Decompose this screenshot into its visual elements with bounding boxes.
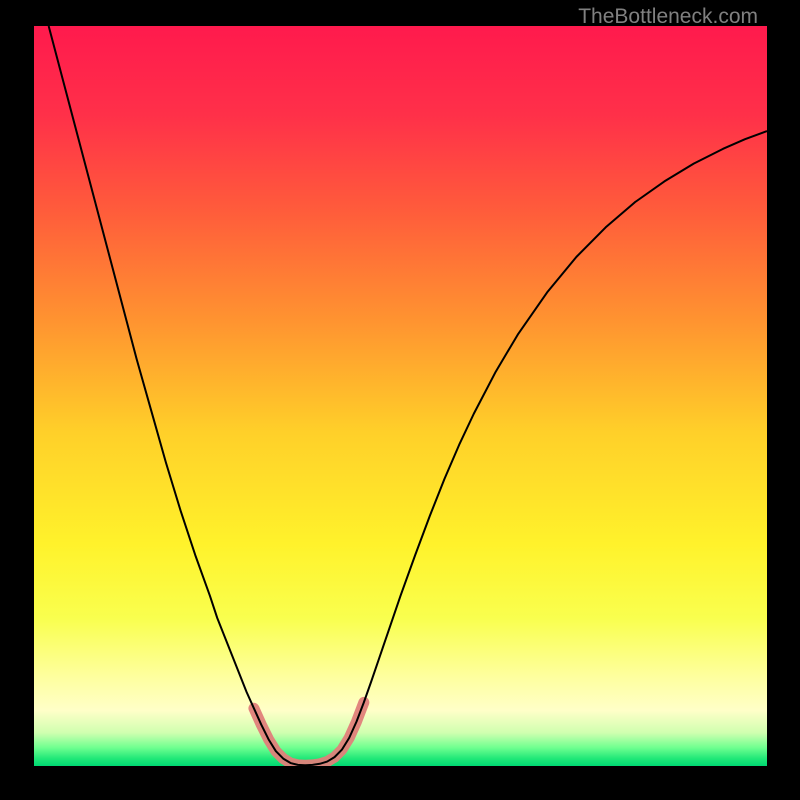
watermark-text: TheBottleneck.com	[578, 5, 758, 29]
plot-background	[34, 26, 767, 766]
plot-container	[34, 26, 767, 766]
plot-svg	[34, 26, 767, 766]
